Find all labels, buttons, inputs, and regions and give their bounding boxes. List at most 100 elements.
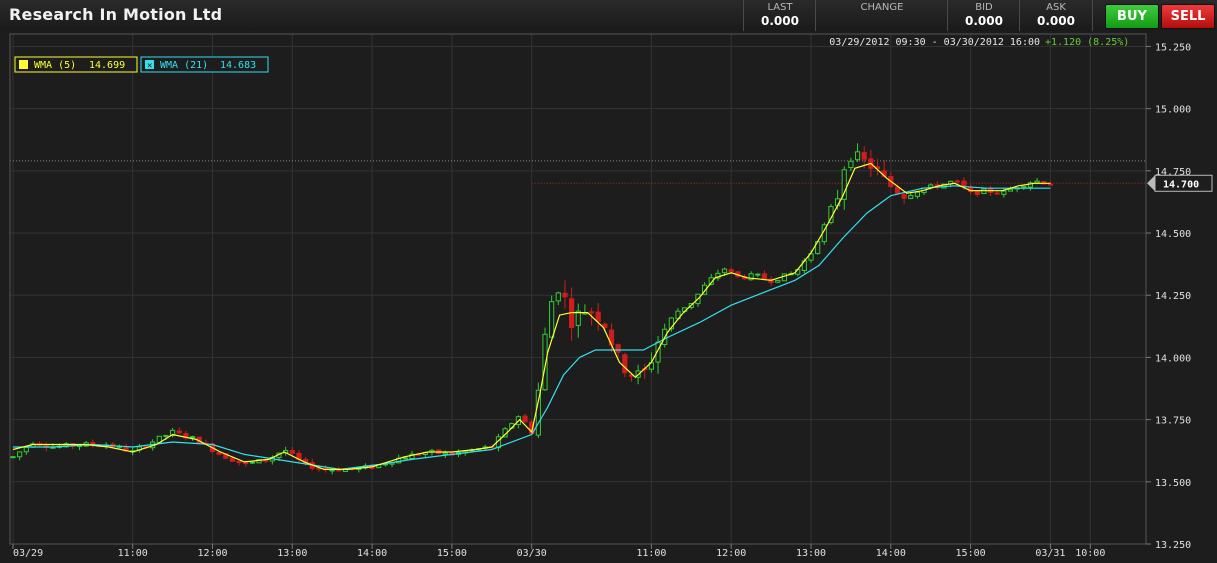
y-tick-label: 13.500 [1155,478,1191,489]
instrument-title: Research In Motion Ltd [9,5,223,24]
candle-body [748,273,754,281]
candle-body [914,191,920,197]
legend-wma5-swatch [19,60,28,69]
candle-body [402,457,408,460]
x-tick-label: 10:00 [1075,548,1105,559]
candle-body [442,452,448,455]
legend-wma5[interactable]: WMA (5) 14.699 [14,56,138,73]
candle-body [409,453,415,460]
x-tick-label: 12:00 [197,548,227,559]
reference-lines [10,160,1146,184]
x-tick-label: 11:00 [636,548,666,559]
candle-body [755,273,761,276]
ask-value: 0.000 [1037,14,1075,28]
candle-body [848,160,854,169]
x-tick-label: 13:00 [277,548,307,559]
wma5-series-line [12,162,1051,470]
x-tick-label: 15:00 [956,548,986,559]
candle-body [63,443,69,448]
candle-body [588,311,595,314]
last-value: 0.000 [761,14,799,28]
candle-body [1047,183,1054,186]
legend-wma5-name: WMA (5) [34,60,76,71]
x-tick-label: 15:00 [437,548,467,559]
wma21-series-line [13,185,1051,471]
candle-body [236,460,242,464]
candle-body [189,436,196,439]
candle-body [1021,185,1027,189]
bid-quote: BID 0.000 [947,0,1020,31]
sell-button[interactable]: SELL [1161,4,1215,29]
candle-body [908,195,914,199]
candle-body [1034,180,1040,184]
y-tick-label: 15.250 [1155,42,1191,53]
candle-body [721,268,728,274]
candle-body [256,459,262,464]
candle-body [176,430,182,434]
candle-body [163,434,169,437]
legend-wma5-value: 14.699 [89,60,125,71]
candle-body [229,457,236,462]
buy-button[interactable]: BUY [1105,4,1159,29]
candle-body [841,169,847,200]
current-price-label: 14.700 [1163,179,1199,190]
candle-body [17,451,23,458]
candle-body [854,151,861,161]
ask-quote: ASK 0.000 [1019,0,1093,31]
candle-body [768,278,774,283]
legend-wma21-name: WMA (21) [160,60,208,71]
candle-body [728,269,734,273]
candle-body [249,461,256,464]
y-tick-label: 14.000 [1155,353,1191,364]
bid-label: BID [975,2,993,13]
y-tick-label: 13.750 [1155,416,1191,427]
y-tick-label: 14.250 [1155,291,1191,302]
chart-background [0,31,1217,563]
y-tick-label: 14.750 [1155,167,1191,178]
x-axis: 03/29 11:00 12:00 13:00 14:00 15:00 03/30 11:00… [12,544,1105,559]
x-tick-label: 03/29 [13,548,43,559]
price-tag-arrow [1147,175,1155,192]
candle-body [289,450,295,454]
price-tag-box [1154,174,1213,192]
candle-body [216,451,222,455]
current-price-tag: 14.700 [1147,174,1213,192]
bid-value: 0.000 [965,14,1003,28]
change-quote: CHANGE [815,0,948,31]
candle-body [781,273,787,282]
plot-frame [9,33,1147,545]
candle-body [668,317,674,330]
candle-body [549,301,555,338]
y-tick-label: 15.000 [1155,105,1191,116]
x-tick-label: 14:00 [357,548,387,559]
candle-body [243,462,249,465]
candle-body [1007,188,1014,192]
candle-body [761,273,768,280]
candle-body [1001,190,1007,195]
candle-body [602,323,608,328]
x-tick-label: 03/31 [1035,548,1065,559]
legend-wma21-box [140,56,269,73]
candle-body [894,186,901,194]
candle-body [23,446,29,453]
period-change-label: +1.120 (8.25%) [1045,37,1129,48]
y-axis: 13.250 13.500 13.750 14.000 14.250 14.500 14.7… [1146,42,1191,551]
x-tick-label: 14:00 [876,548,906,559]
ask-label: ASK [1046,2,1066,13]
close-icon[interactable]: ✕ [147,61,152,71]
price-chart[interactable]: 13.250 13.500 13.750 14.000 14.250 14.500 14.7… [0,31,1217,563]
candle-body [329,469,335,472]
candle-body [170,429,176,437]
candle-body [555,292,561,302]
change-label: CHANGE [860,2,904,13]
legend-wma5-box [14,56,138,73]
candle-body [994,192,1000,195]
last-quote: LAST 0.000 [743,0,816,31]
candle-body [10,456,16,459]
legend-wma21[interactable]: ✕ WMA (21) 14.683 [140,56,269,73]
y-tick-label: 13.250 [1155,540,1191,551]
x-tick-label: 03/30 [517,548,547,559]
last-label: LAST [767,2,793,13]
candle-body [1027,182,1034,188]
chart-grid [10,34,1146,545]
